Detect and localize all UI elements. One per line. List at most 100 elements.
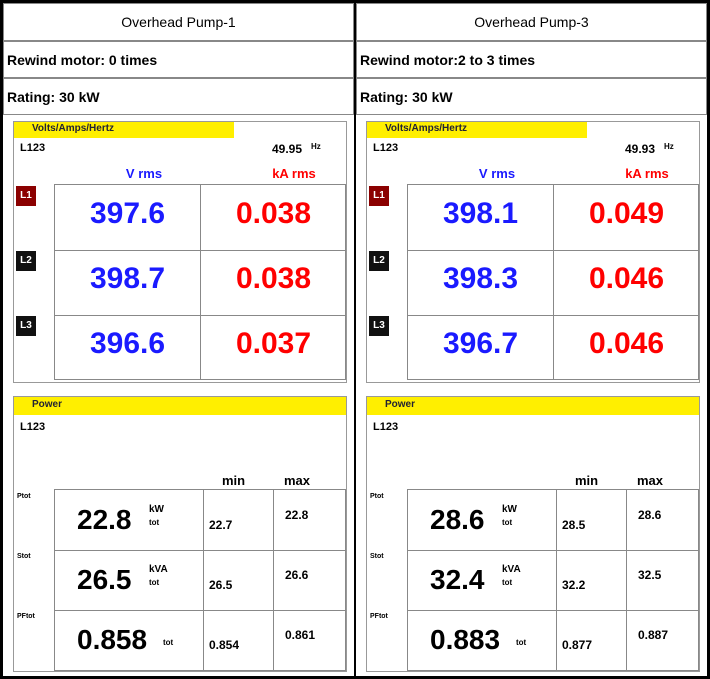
current-value: 0.038 (201, 197, 346, 231)
power-panel: Power L123 min max 28.6 kW tot 28.5 28.6 32.4 kVA t… (366, 396, 700, 672)
column-header: kA rms (607, 166, 687, 181)
power-value: 32.4 (430, 564, 485, 596)
unit: kVA (149, 564, 168, 575)
unit-sub: tot (502, 518, 512, 527)
column-header: kA rms (254, 166, 334, 181)
phase-label: L3 (16, 316, 36, 336)
meter-panel: Volts/Amps/Hertz L123 49.93 Hz V rms kA rms 39… (366, 121, 700, 383)
min-value: 28.5 (562, 518, 585, 532)
rewind: Rewind motor:2 to 3 times (356, 41, 707, 78)
meter-header-bar: Volts/Amps/Hertz (367, 122, 587, 138)
min-value: 32.2 (562, 578, 585, 592)
voltage-value: 397.6 (55, 197, 200, 231)
power-value: 26.5 (77, 564, 132, 596)
power-value: 0.858 (77, 624, 147, 656)
rating: Rating: 30 kW (356, 78, 707, 115)
max-value: 28.6 (638, 508, 661, 522)
current-value: 0.046 (554, 327, 699, 361)
column-header: V rms (104, 166, 184, 181)
min-value: 0.854 (209, 638, 239, 652)
min-header: min (575, 473, 598, 488)
row-label: Stot (370, 553, 384, 560)
row-divider (55, 315, 345, 316)
power-header-bar: Power (14, 397, 346, 415)
divider (707, 3, 709, 676)
voltage-value: 396.6 (55, 327, 200, 361)
power-header: Power (32, 399, 62, 410)
unit-sub: tot (502, 578, 512, 587)
min-value: 0.877 (562, 638, 592, 652)
current-value: 0.049 (554, 197, 699, 231)
row-divider (55, 550, 345, 551)
max-value: 0.861 (285, 628, 315, 642)
meter-header: Volts/Amps/Hertz (32, 123, 114, 134)
phase-label: L2 (369, 251, 389, 271)
table-divider (273, 490, 274, 670)
phase: L123 (373, 142, 398, 154)
current-value: 0.046 (554, 262, 699, 296)
phase-label: L1 (369, 186, 389, 206)
row-divider (408, 550, 698, 551)
column-header: V rms (457, 166, 537, 181)
phase: L123 (20, 142, 45, 154)
row-label: Ptot (370, 493, 384, 500)
voltage-value: 398.1 (408, 197, 553, 231)
table-divider (626, 490, 627, 670)
current-value: 0.038 (201, 262, 346, 296)
meter-header: Volts/Amps/Hertz (385, 123, 467, 134)
unit: kW (149, 504, 164, 515)
phase-label: L1 (16, 186, 36, 206)
table-divider (203, 490, 204, 670)
frequency: 49.93 (625, 142, 655, 156)
unit-sub: tot (149, 518, 159, 527)
max-value: 26.6 (285, 568, 308, 582)
max-header: max (637, 473, 663, 488)
row-label: Ptot (17, 493, 31, 500)
rewind: Rewind motor: 0 times (3, 41, 354, 78)
frequency-unit: Hz (311, 142, 321, 151)
table-divider (556, 490, 557, 670)
power-header-bar: Power (367, 397, 699, 415)
current-value: 0.037 (201, 327, 346, 361)
unit: kVA (502, 564, 521, 575)
row-divider (408, 610, 698, 611)
min-header: min (222, 473, 245, 488)
voltage-value: 398.7 (55, 262, 200, 296)
row-label: PFtot (17, 613, 35, 620)
max-value: 0.887 (638, 628, 668, 642)
row-label: Stot (17, 553, 31, 560)
pump-title: Overhead Pump-3 (356, 3, 707, 41)
phase: L123 (373, 421, 398, 433)
meter-panel: Volts/Amps/Hertz L123 49.95 Hz V rms kA rms 39… (13, 121, 347, 383)
phase: L123 (20, 421, 45, 433)
voltage-value: 396.7 (408, 327, 553, 361)
unit-sub: tot (163, 638, 173, 647)
page: Overhead Pump-1Rewind motor: 0 timesRati… (0, 0, 710, 679)
row-divider (408, 315, 698, 316)
power-value: 28.6 (430, 504, 485, 536)
phase-label: L2 (16, 251, 36, 271)
max-header: max (284, 473, 310, 488)
power-value: 22.8 (77, 504, 132, 536)
rating: Rating: 30 kW (3, 78, 354, 115)
frequency: 49.95 (272, 142, 302, 156)
power-header: Power (385, 399, 415, 410)
voltage-value: 398.3 (408, 262, 553, 296)
unit-sub: tot (516, 638, 526, 647)
meter-header-bar: Volts/Amps/Hertz (14, 122, 234, 138)
min-value: 22.7 (209, 518, 232, 532)
pump-title: Overhead Pump-1 (3, 3, 354, 41)
unit-sub: tot (149, 578, 159, 587)
power-value: 0.883 (430, 624, 500, 656)
row-label: PFtot (370, 613, 388, 620)
frequency-unit: Hz (664, 142, 674, 151)
phase-label: L3 (369, 316, 389, 336)
row-divider (408, 250, 698, 251)
unit: kW (502, 504, 517, 515)
min-value: 26.5 (209, 578, 232, 592)
